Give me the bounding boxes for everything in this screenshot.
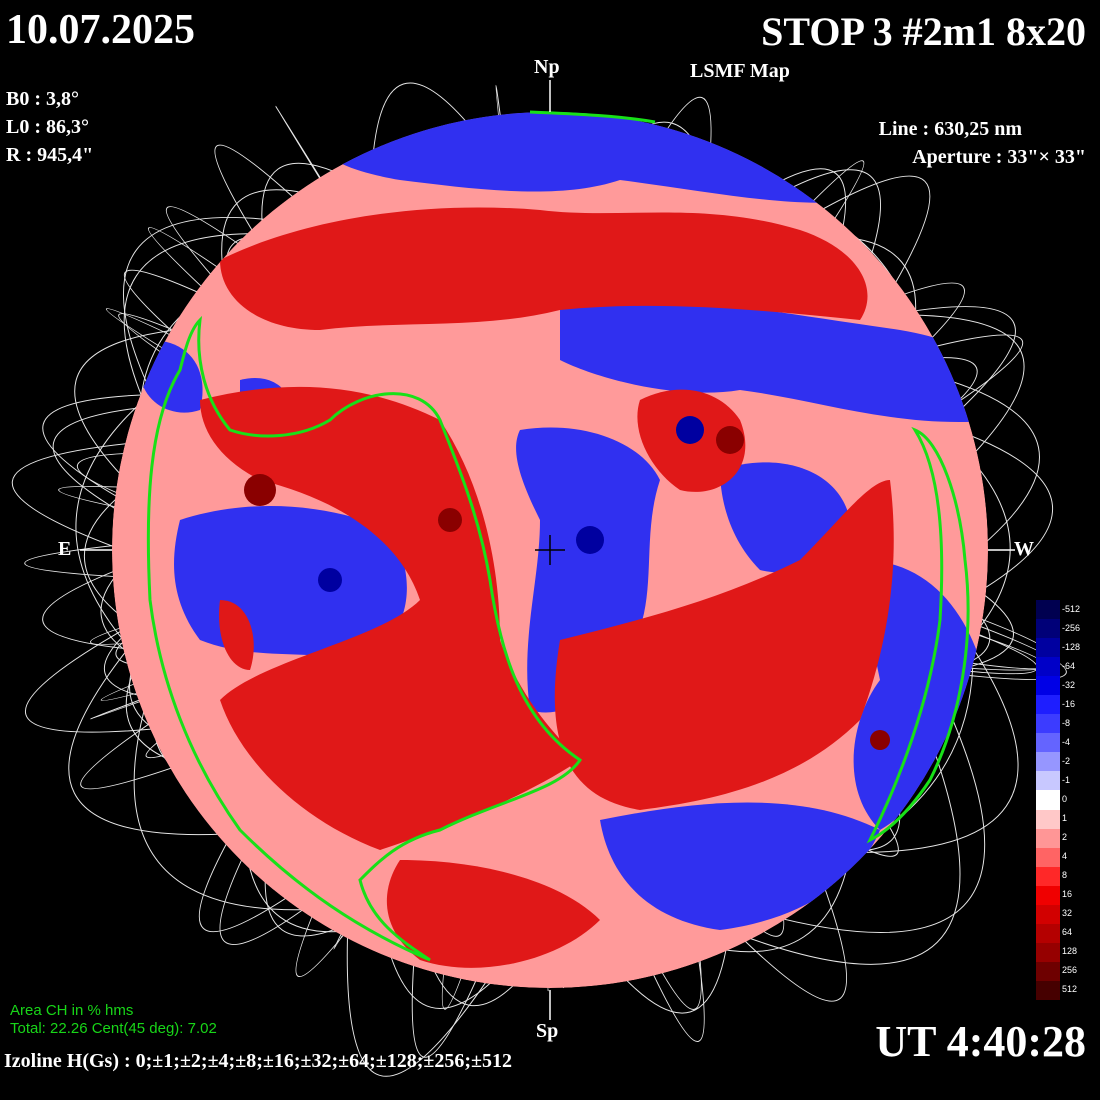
field-line xyxy=(705,851,852,953)
izoline-levels: Izoline H(Gs) : 0;±1;±2;±4;±8;±16;±32;±6… xyxy=(4,1050,513,1072)
color-scale-bar xyxy=(1036,600,1060,1001)
color-scale-tick-label: 0 xyxy=(1062,794,1068,804)
south-pole-label: Sp xyxy=(536,1020,559,1042)
color-scale-tick-label: -2 xyxy=(1062,755,1071,766)
observation-date: 10.07.2025 xyxy=(6,7,195,53)
field-line xyxy=(635,919,705,1043)
color-scale-tick-label: 512 xyxy=(1062,984,1078,995)
color-scale-segment xyxy=(1036,752,1060,772)
field-line xyxy=(751,169,882,299)
field-line xyxy=(123,233,263,409)
color-scale-segment xyxy=(1036,695,1060,715)
color-scale-segment xyxy=(1036,771,1060,791)
field-line xyxy=(123,269,227,353)
field-line xyxy=(912,370,1040,569)
color-scale-segment xyxy=(1036,942,1060,963)
field-line xyxy=(703,835,848,1002)
field-line xyxy=(74,326,224,511)
field-line xyxy=(68,620,259,836)
color-scale-tick-label: 256 xyxy=(1062,965,1078,976)
field-line xyxy=(11,440,155,557)
color-scale-tick-label: -256 xyxy=(1062,622,1081,633)
field-line xyxy=(24,629,155,733)
field-line xyxy=(123,217,331,442)
field-line xyxy=(896,601,1067,681)
color-scale-segment xyxy=(1036,885,1060,906)
color-scale-segment xyxy=(1036,600,1060,620)
field-line xyxy=(901,306,1016,418)
solar-disk xyxy=(112,112,988,988)
color-scale-tick-label: 64 xyxy=(1062,927,1073,938)
color-scale-tick-label: 8 xyxy=(1062,870,1068,881)
color-scale-segment xyxy=(1036,790,1060,811)
observation-time: UT 4:40:28 xyxy=(875,1017,1086,1066)
color-scale-tick-label: 4 xyxy=(1062,851,1068,862)
radius-value: R : 945,4" xyxy=(6,144,94,166)
color-scale-tick-label: -16 xyxy=(1062,698,1076,709)
field-line xyxy=(411,954,481,1058)
color-scale-segment xyxy=(1036,809,1060,830)
field-line xyxy=(52,403,198,539)
field-line xyxy=(346,918,497,1077)
color-scale-tick-label: -32 xyxy=(1062,679,1076,690)
coronal-hole-area-title: Area CH in % hms xyxy=(10,1002,134,1019)
axis-markers xyxy=(80,80,1015,1020)
field-line xyxy=(819,613,1019,853)
field-line xyxy=(80,688,231,790)
spectral-line-value: Line : 630,25 nm xyxy=(878,118,1022,140)
color-scale-segment xyxy=(1036,733,1060,753)
color-scale-tick-label: 16 xyxy=(1062,889,1073,900)
field-line xyxy=(214,144,318,259)
east-label: E xyxy=(58,538,72,560)
color-scale-segment xyxy=(1036,961,1060,982)
color-scale-tick-label: -8 xyxy=(1062,717,1071,728)
b0-value: B0 : 3,8° xyxy=(6,88,79,110)
field-line xyxy=(910,334,1024,416)
field-line xyxy=(757,694,986,933)
aperture-value: Aperture : 33"× 33" xyxy=(912,146,1086,168)
color-scale-segment xyxy=(1036,657,1060,677)
disk-center-cross xyxy=(535,535,565,565)
field-line xyxy=(198,789,338,933)
color-scale-segment xyxy=(1036,904,1060,925)
color-scale-segment xyxy=(1036,980,1060,1001)
field-line xyxy=(42,393,168,510)
field-line xyxy=(769,175,931,336)
color-scale-segment xyxy=(1036,866,1060,887)
field-line xyxy=(970,458,1011,638)
field-line xyxy=(927,420,1054,612)
color-scale-segment xyxy=(1036,638,1060,658)
color-scale-tick-label: 32 xyxy=(1062,908,1073,919)
color-scale-tick-label: -512 xyxy=(1062,603,1081,614)
field-line xyxy=(275,105,327,188)
observation-title: STOP 3 #2m1 8x20 xyxy=(761,9,1086,54)
color-scale-segment xyxy=(1036,619,1060,639)
color-scale-tick-label: -64 xyxy=(1062,660,1076,671)
color-scale-segment xyxy=(1036,847,1060,868)
color-scale-segment xyxy=(1036,828,1060,849)
map-type-label: LSMF Map xyxy=(690,60,790,82)
color-scale-tick-label: 1 xyxy=(1062,813,1068,824)
field-line xyxy=(742,748,961,965)
color-scale-tick-label: -128 xyxy=(1062,641,1081,652)
north-pole-label: Np xyxy=(534,56,560,78)
color-scale-tick-label: 128 xyxy=(1062,946,1078,957)
field-line xyxy=(133,709,304,911)
field-line xyxy=(75,387,159,660)
color-scale-segment xyxy=(1036,676,1060,696)
coronal-hole-outline xyxy=(146,110,970,962)
l0-value: L0 : 86,3° xyxy=(6,116,89,138)
color-scale-tick-label: 2 xyxy=(1062,832,1068,843)
color-scale-tick-label: -1 xyxy=(1062,774,1071,785)
color-scale-segment xyxy=(1036,923,1060,944)
color-scale-tick-label: -4 xyxy=(1062,736,1071,747)
coronal-hole-area-values: Total: 22.26 Cent(45 deg): 7.02 xyxy=(10,1020,217,1037)
color-scale-segment xyxy=(1036,714,1060,734)
west-label: W xyxy=(1014,538,1034,560)
